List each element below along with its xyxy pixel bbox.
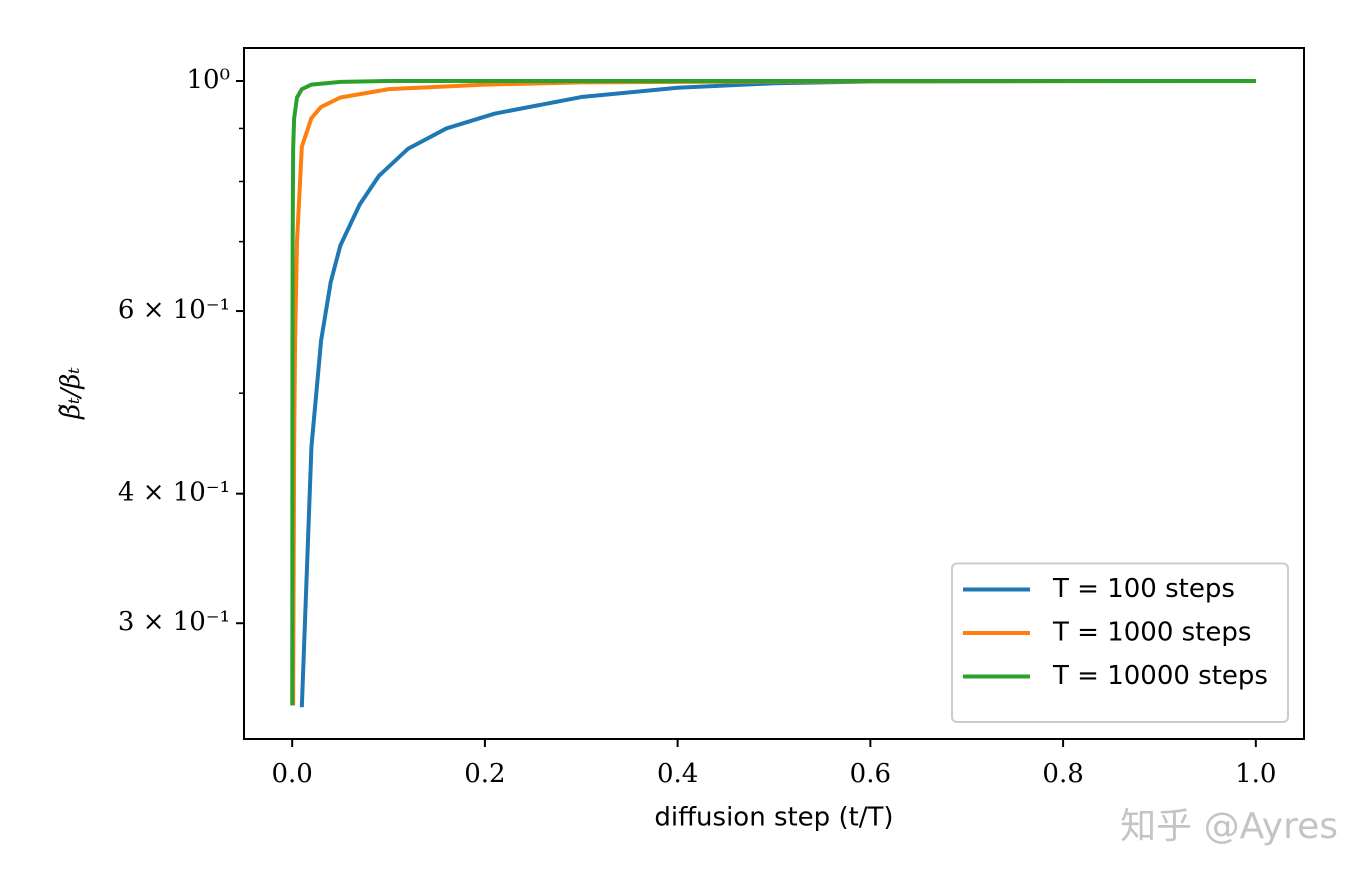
legend-label: T = 100 steps	[1052, 574, 1235, 604]
x-tick-label: 0.0	[272, 759, 313, 789]
y-tick-label: 4 × 10⁻¹	[118, 478, 230, 508]
x-tick-label: 0.4	[657, 759, 698, 789]
x-tick-label: 1.0	[1235, 759, 1276, 789]
x-tick-label: 0.6	[850, 759, 891, 789]
y-tick-label: 6 × 10⁻¹	[118, 295, 230, 325]
legend: T = 100 steps T = 1000 steps T = 10000 ste…	[951, 562, 1289, 723]
legend-label: T = 10000 steps	[1052, 661, 1268, 691]
x-axis-label: diffusion step (t/T)	[654, 803, 893, 833]
x-tick-label: 0.2	[464, 759, 505, 789]
plot-area	[290, 78, 1256, 708]
y-tick-label: 10⁰	[186, 65, 230, 95]
y-tick-label: 3 × 10⁻¹	[118, 607, 230, 637]
x-tick-label: 0.8	[1042, 759, 1083, 789]
watermark: 知乎 @Ayres	[1120, 806, 1338, 847]
line-series	[290, 78, 1256, 706]
legend-label: T = 1000 steps	[1052, 618, 1251, 648]
y-axis-label: β̃ₜ/βₜ	[56, 367, 86, 420]
legend-box	[951, 562, 1289, 723]
